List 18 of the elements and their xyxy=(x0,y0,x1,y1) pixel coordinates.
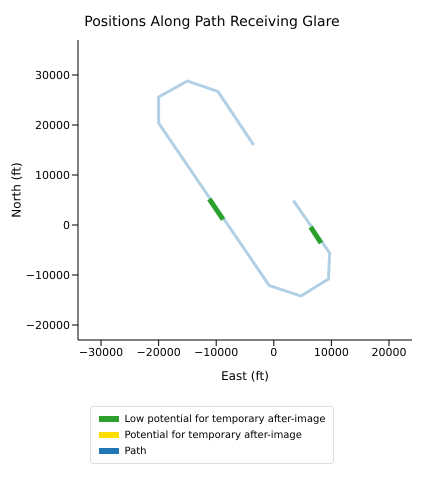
y-tick-label: 20000 xyxy=(35,118,70,132)
x-tick-label: −30000 xyxy=(78,346,124,359)
y-tick-label: 10000 xyxy=(35,168,70,182)
x-tick-label: 10000 xyxy=(314,346,349,359)
x-tick-label: 20000 xyxy=(371,346,406,359)
legend-label: Low potential for temporary after-image xyxy=(124,414,326,424)
x-tick-label: 0 xyxy=(270,346,278,359)
y-tick-label: 30000 xyxy=(35,68,70,82)
legend-label: Potential for temporary after-image xyxy=(124,430,302,440)
y-axis-title: North (ft) xyxy=(9,162,24,218)
x-axis-title: East (ft) xyxy=(221,369,269,383)
chart-title: Positions Along Path Receiving Glare xyxy=(83,14,341,30)
x-tick-label: −20000 xyxy=(136,346,181,359)
y-tick-label: −10000 xyxy=(26,268,70,282)
x-tick-label: −10000 xyxy=(194,346,238,359)
y-tick-label: 0 xyxy=(63,218,70,232)
y-tick-label: −20000 xyxy=(26,318,70,332)
legend-label: Path xyxy=(124,446,146,456)
